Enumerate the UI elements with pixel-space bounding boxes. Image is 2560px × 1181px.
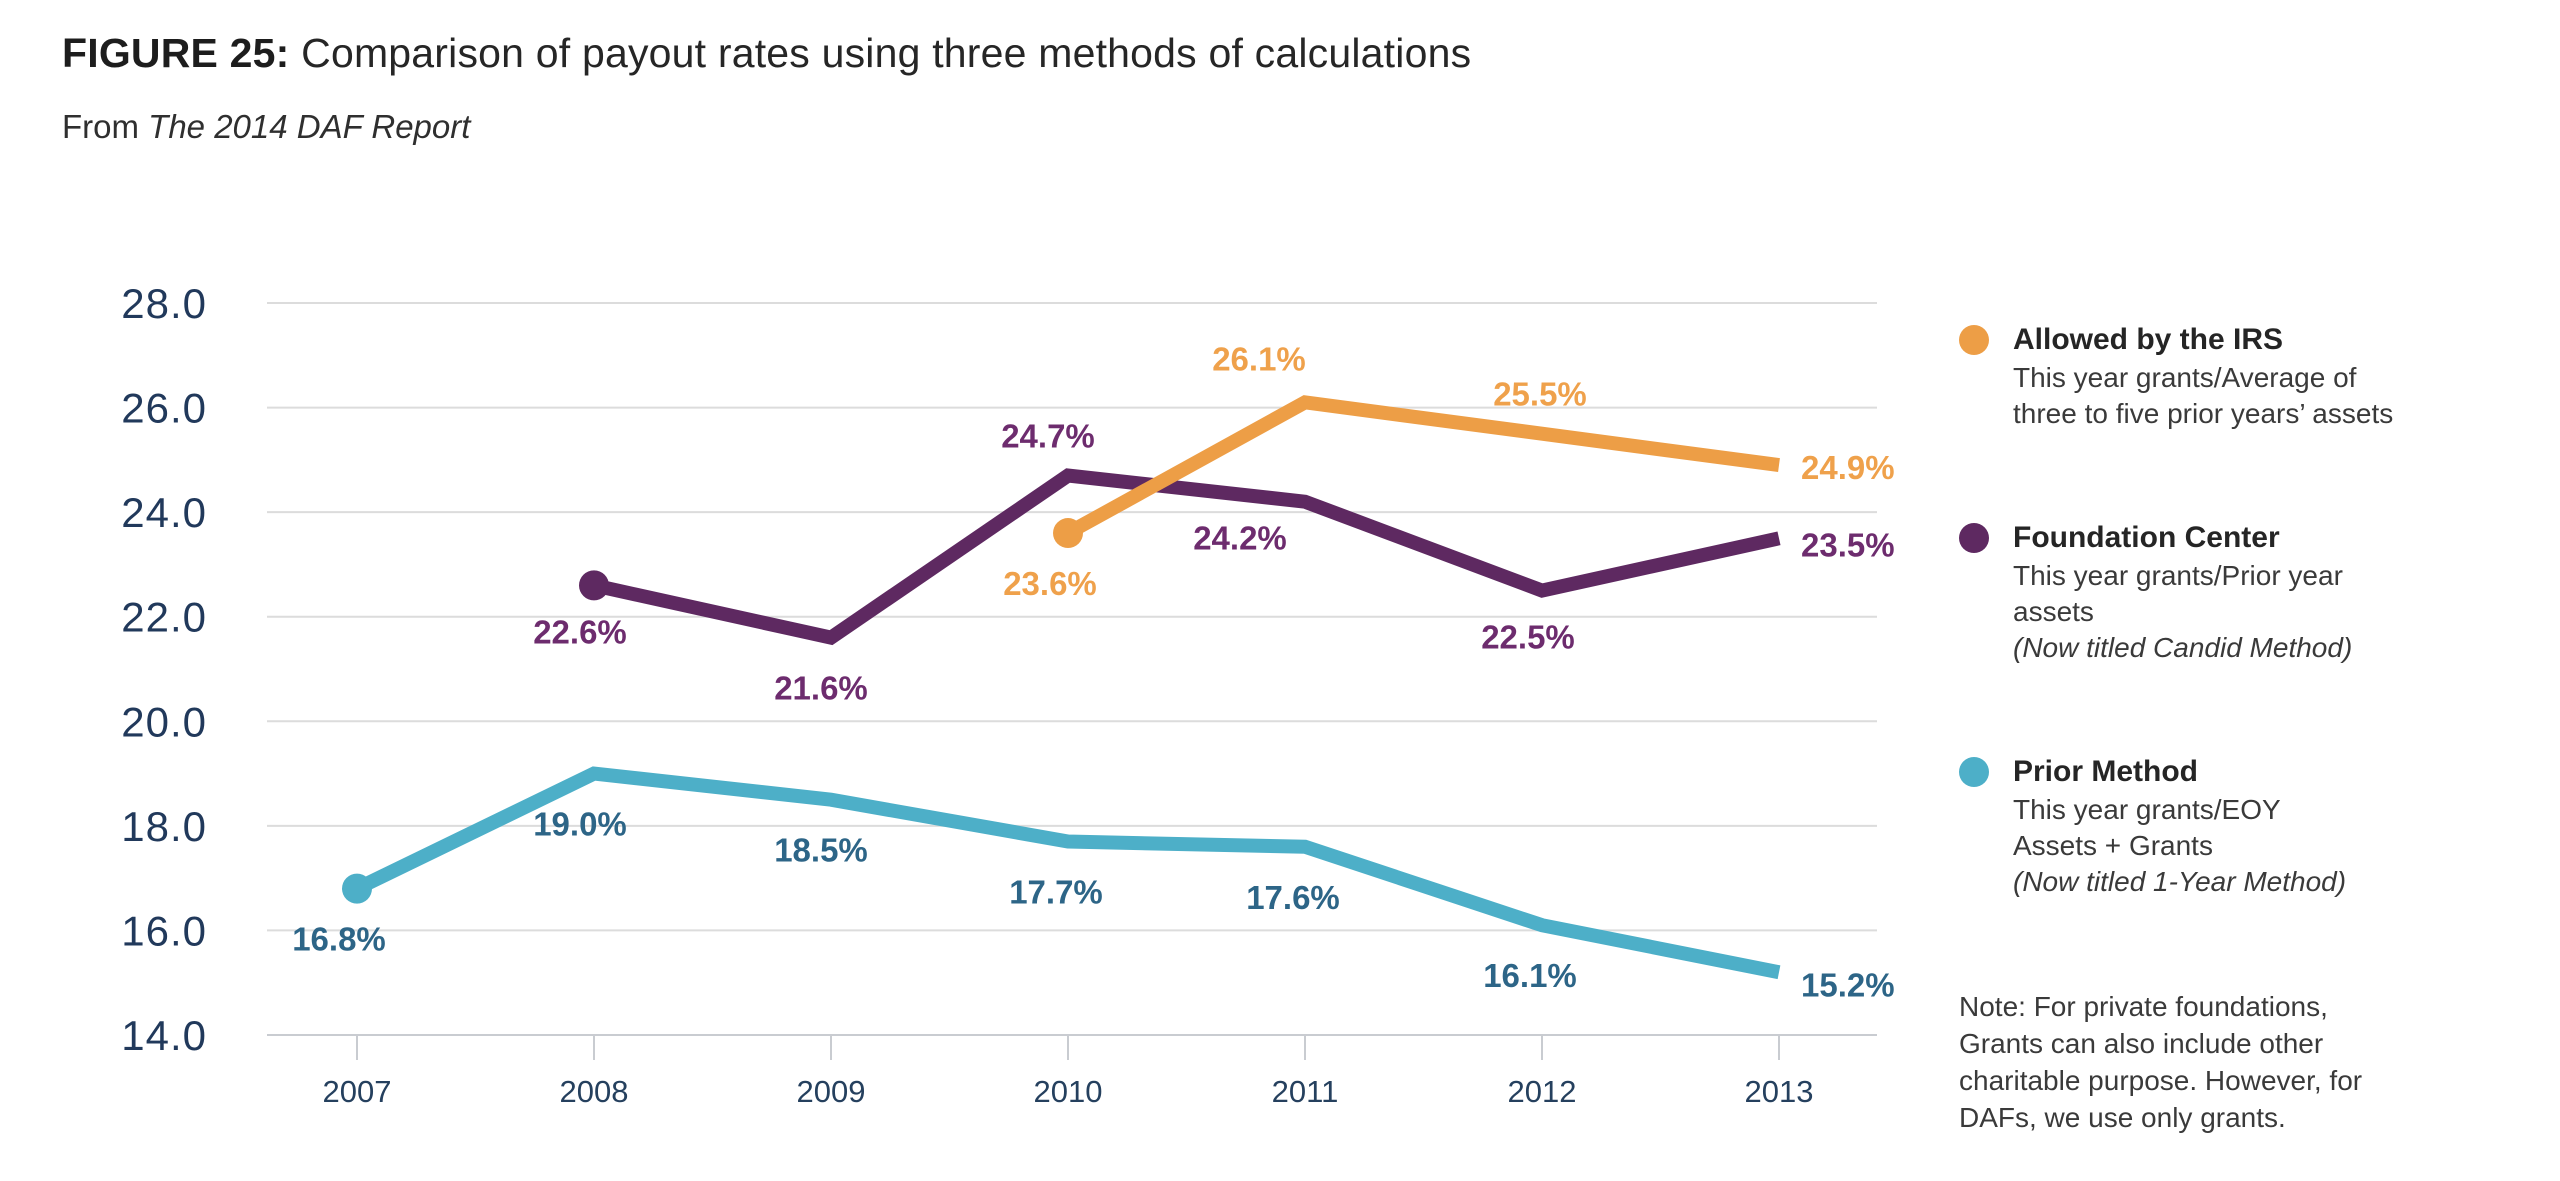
data-label-foundation-center: 21.6% bbox=[774, 670, 868, 707]
legend-item-alt-name: (Now titled Candid Method) bbox=[2013, 632, 2353, 663]
series-start-dot-prior-method bbox=[342, 873, 372, 904]
data-label-prior-method: 15.2% bbox=[1801, 966, 1895, 1003]
x-axis-label: 2009 bbox=[797, 1074, 866, 1109]
y-axis-label: 14.0 bbox=[121, 1012, 207, 1059]
data-label-prior-method: 16.1% bbox=[1483, 957, 1577, 994]
legend-item-title: Allowed by the IRS bbox=[2013, 323, 2284, 356]
legend-item-description: This year grants/EOY Assets + Grants bbox=[2013, 794, 2281, 861]
y-axis-label: 22.0 bbox=[121, 594, 207, 641]
legend-item-foundation-center: Foundation Center This year grants/Prior… bbox=[1959, 520, 2419, 666]
series-start-dot-foundation-center bbox=[579, 570, 609, 601]
subtitle-prefix: From bbox=[62, 108, 139, 145]
x-axis-label: 2008 bbox=[560, 1074, 629, 1109]
data-label-foundation-center: 22.5% bbox=[1481, 619, 1575, 656]
data-label-allowed-by-the-irs: 26.1% bbox=[1212, 340, 1306, 377]
y-axis-label: 16.0 bbox=[121, 907, 207, 954]
data-label-foundation-center: 23.5% bbox=[1801, 526, 1895, 563]
x-axis-label: 2007 bbox=[323, 1074, 392, 1109]
legend-item-prior-method: Prior Method This year grants/EOY Assets… bbox=[1959, 754, 2419, 900]
y-axis-label: 20.0 bbox=[121, 698, 207, 745]
data-label-foundation-center: 24.7% bbox=[1001, 418, 1095, 455]
data-label-foundation-center: 24.2% bbox=[1193, 520, 1287, 557]
series-line-allowed-by-the-irs bbox=[1064, 395, 1780, 540]
legend-text-block: Foundation Center This year grants/Prior… bbox=[2013, 520, 2419, 666]
x-axis-label: 2013 bbox=[1745, 1074, 1814, 1109]
data-label-allowed-by-the-irs: 24.9% bbox=[1801, 449, 1895, 486]
legend-item-title: Foundation Center bbox=[2013, 521, 2280, 554]
data-label-prior-method: 18.5% bbox=[774, 832, 868, 869]
data-label-prior-method: 17.7% bbox=[1009, 874, 1103, 911]
legend-text-block: Allowed by the IRS This year grants/Aver… bbox=[2013, 322, 2393, 432]
foundation-center-legend-dot bbox=[1959, 523, 1989, 553]
legend-item-description: This year grants/Prior year assets bbox=[2013, 560, 2343, 627]
y-axis-label: 18.0 bbox=[121, 803, 207, 850]
data-label-prior-method: 17.6% bbox=[1246, 879, 1340, 916]
prior-method-legend-dot bbox=[1959, 757, 1989, 787]
legend-item-description: This year grants/Average of three to fiv… bbox=[2013, 362, 2394, 429]
legend-item-allowed-by-the-irs: Allowed by the IRS This year grants/Aver… bbox=[1959, 322, 2419, 432]
allowed-by-the-irs-legend-dot bbox=[1959, 325, 1989, 355]
x-axis-label: 2012 bbox=[1508, 1074, 1577, 1109]
data-label-allowed-by-the-irs: 23.6% bbox=[1003, 565, 1097, 602]
legend-item-title: Prior Method bbox=[2013, 755, 2198, 788]
legend-item-alt-name: (Now titled 1-Year Method) bbox=[2013, 866, 2347, 897]
figure-header: FIGURE 25: Comparison of payout rates us… bbox=[62, 28, 1471, 148]
series-line-foundation-center bbox=[592, 468, 1781, 646]
figure-subtitle: From The 2014 DAF Report bbox=[62, 106, 1471, 148]
data-label-foundation-center: 22.6% bbox=[533, 613, 627, 650]
data-label-prior-method: 19.0% bbox=[533, 806, 627, 843]
figure-number-label: FIGURE 25: bbox=[62, 30, 290, 76]
series-line-prior-method bbox=[353, 766, 1781, 980]
y-axis-label: 26.0 bbox=[121, 385, 207, 432]
y-axis-label: 24.0 bbox=[121, 489, 207, 536]
x-axis-label: 2011 bbox=[1272, 1074, 1339, 1109]
data-label-prior-method: 16.8% bbox=[292, 921, 386, 958]
figure-title-text: Comparison of payout rates using three m… bbox=[301, 30, 1472, 76]
data-label-allowed-by-the-irs: 25.5% bbox=[1493, 376, 1587, 413]
subtitle-source-name: The 2014 DAF Report bbox=[148, 108, 471, 145]
chart-legend: Allowed by the IRS This year grants/Aver… bbox=[1959, 322, 2419, 1136]
chart-note: Note: For private foundations, Grants ca… bbox=[1959, 991, 2363, 1133]
y-axis-label: 28.0 bbox=[121, 280, 207, 327]
figure-title: FIGURE 25: Comparison of payout rates us… bbox=[62, 28, 1471, 78]
x-axis-label: 2010 bbox=[1034, 1074, 1103, 1109]
series-start-dot-allowed-by-the-irs bbox=[1053, 518, 1083, 549]
legend-text-block: Prior Method This year grants/EOY Assets… bbox=[2013, 754, 2346, 900]
